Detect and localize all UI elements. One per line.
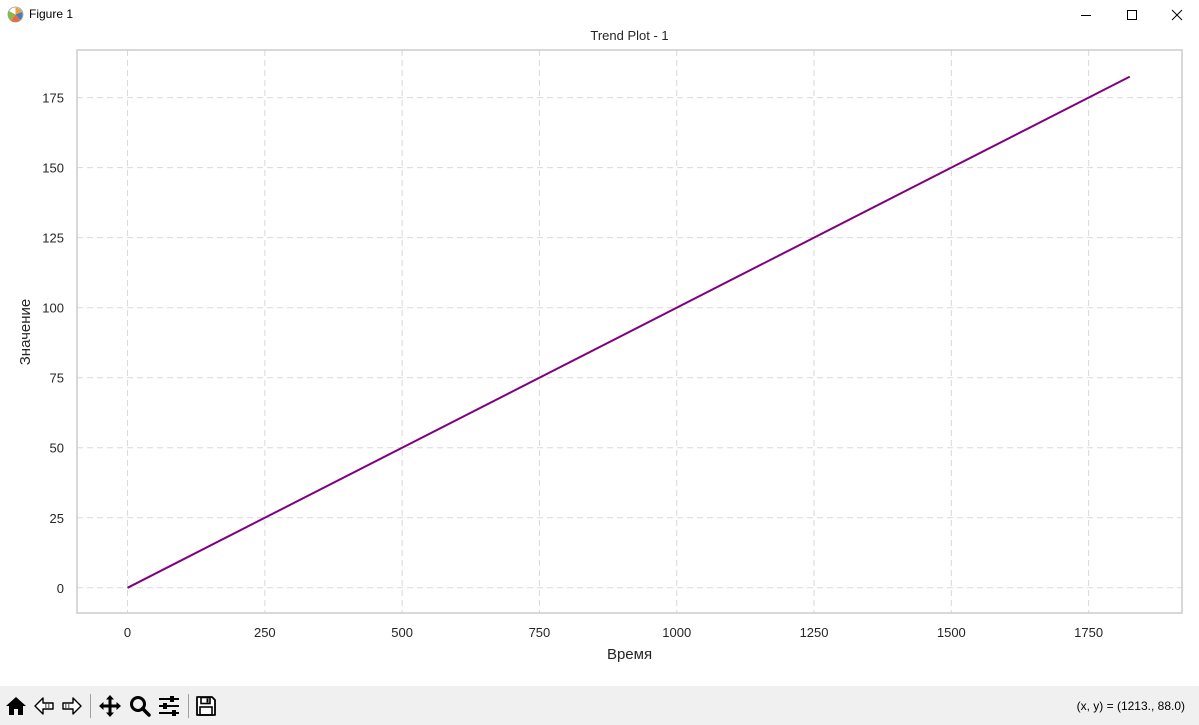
y-tick-label: 100 (42, 301, 64, 316)
y-tick-label: 175 (42, 91, 64, 106)
figure-canvas[interactable]: 0 250 500 750 1000 1250 1500 1750 0 25 50 75 100 125 1… (0, 28, 1199, 686)
trend-chart[interactable]: 0 250 500 750 1000 1250 1500 1750 0 25 50 75 100 125 1… (0, 28, 1199, 686)
maximize-button[interactable] (1109, 0, 1155, 30)
window-title: Figure 1 (29, 7, 74, 21)
y-tick-label: 75 (50, 371, 64, 386)
zoom-icon (130, 696, 151, 717)
x-tick-label: 500 (391, 625, 413, 640)
x-tick-label: 250 (254, 625, 276, 640)
x-tick-label: 1750 (1074, 625, 1103, 640)
maximize-icon (1127, 10, 1137, 20)
series-line-0 (127, 75, 1131, 589)
close-icon (1171, 9, 1183, 21)
save-icon (196, 696, 216, 716)
y-tick-label: 0 (57, 581, 64, 596)
forward-button[interactable] (59, 693, 85, 719)
navigation-toolbar: (x, y) = (1213., 88.0) (0, 686, 1199, 725)
save-button[interactable] (193, 693, 219, 719)
x-tick-label: 750 (529, 625, 551, 640)
back-icon (34, 697, 54, 715)
close-button[interactable] (1154, 0, 1199, 30)
y-tick-label: 125 (42, 231, 64, 246)
home-icon (6, 697, 26, 715)
x-axis-label: Время (607, 646, 652, 663)
y-tick-label: 50 (50, 441, 64, 456)
y-tick-label: 25 (50, 511, 64, 526)
configure-subplots-icon (159, 696, 179, 716)
ticks: 0 250 500 750 1000 1250 1500 1750 0 25 50 75 100 125 1… (42, 91, 1103, 640)
x-tick-label: 1250 (800, 625, 829, 640)
matplotlib-app-icon (7, 6, 24, 23)
pan-button[interactable] (97, 693, 123, 719)
series-layer (127, 75, 1131, 589)
zoom-button[interactable] (127, 693, 153, 719)
toolbar-separator (90, 694, 91, 718)
grid-lines (77, 50, 1182, 613)
configure-subplots-button[interactable] (156, 693, 182, 719)
pan-icon (99, 695, 121, 717)
toolbar-separator (188, 694, 189, 718)
window-titlebar: Figure 1 (0, 0, 1199, 30)
back-button[interactable] (31, 693, 57, 719)
x-tick-label: 1000 (662, 625, 691, 640)
forward-icon (62, 697, 82, 715)
x-tick-label: 0 (124, 625, 131, 640)
y-axis-label: Значение (17, 299, 34, 366)
minimize-button[interactable] (1063, 0, 1109, 30)
x-tick-label: 1500 (937, 625, 966, 640)
cursor-coordinates: (x, y) = (1213., 88.0) (1076, 699, 1185, 713)
home-button[interactable] (3, 693, 29, 719)
axes-frame (76, 49, 1183, 614)
y-tick-label: 150 (42, 161, 64, 176)
minimize-icon (1081, 15, 1091, 16)
chart-title: Trend Plot - 1 (590, 30, 668, 43)
